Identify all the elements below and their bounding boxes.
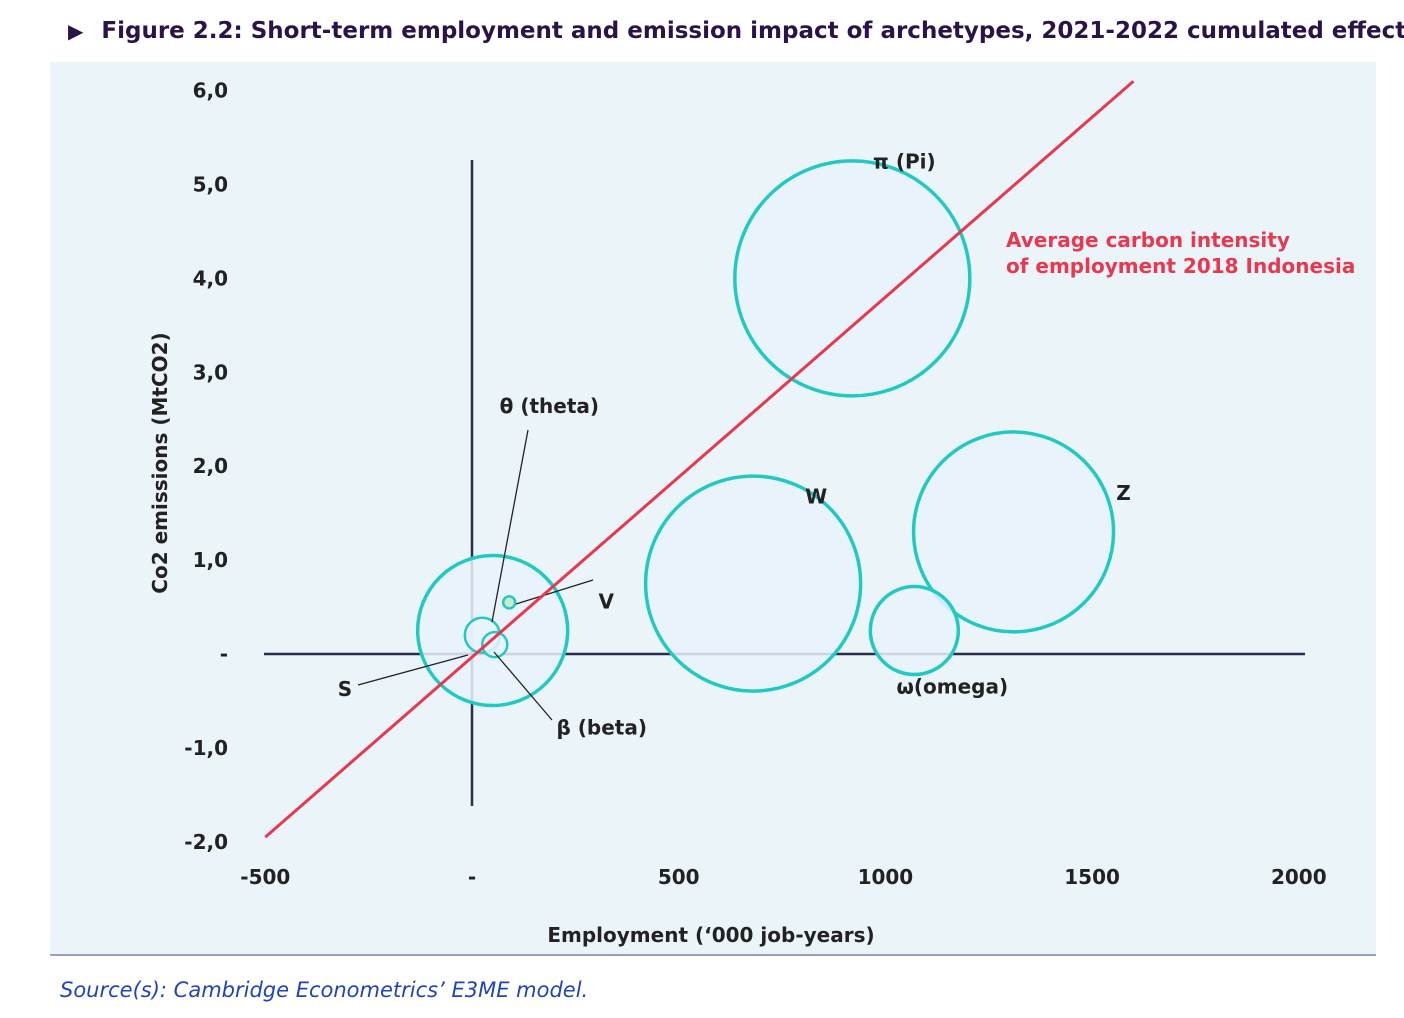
y-tick-label: -1,0 [184,736,228,760]
y-tick-label: 4,0 [193,266,228,290]
leader-line [357,654,469,686]
bubble-v [501,595,517,610]
leader-line [493,651,553,721]
bubble-omega [868,584,961,677]
reference-line-label-1: Average carbon intensity [1006,228,1290,252]
figure-title: Figure 2.2: Short-term employment and em… [101,18,1404,44]
y-tick-label: 3,0 [193,360,228,384]
x-tick-label: - [468,865,476,889]
x-tick-label: -500 [240,865,290,889]
x-tick-label: 1500 [1064,865,1120,889]
x-axis-title: Employment (‘000 job-years) [547,923,874,947]
label-beta: β (beta) [556,716,647,740]
reference-line-label-2: of employment 2018 Indonesia [1006,254,1355,278]
y-tick-label: 2,0 [193,454,228,478]
y-tick-label: 6,0 [193,79,228,103]
leader-line [491,429,529,623]
bubble-beta [480,630,509,659]
source-note: Source(s): Cambridge Econometrics’ E3ME … [60,978,589,1002]
label-w: W [805,485,827,509]
figure-title-row: ▶ Figure 2.2: Short-term employment and e… [68,18,1404,44]
label-z: Z [1116,481,1131,505]
leader-line [515,579,594,605]
label-v: V [598,589,614,613]
x-tick-label: 2000 [1271,865,1327,889]
y-axis-title: Co2 emissions (MtCO2) [148,332,172,593]
bubble-pi [733,159,972,398]
play-arrow-icon: ▶ [68,19,84,43]
y-tick-label: 5,0 [193,173,228,197]
bubble-w [643,474,863,693]
carbon-intensity-line [264,80,1135,839]
x-tick-label: 500 [658,865,700,889]
label-s: S [338,677,352,701]
label-omega: ω(omega) [897,675,1009,699]
label-theta: θ (theta) [500,394,599,418]
x-tick-label: 1000 [858,865,914,889]
bottom-divider [50,954,1376,956]
y-tick-label: -2,0 [184,830,228,854]
y-tick-label: 1,0 [193,548,228,572]
y-tick-label: - [220,642,228,666]
bubble-z [911,430,1116,634]
label-pi: π (Pi) [873,149,936,173]
